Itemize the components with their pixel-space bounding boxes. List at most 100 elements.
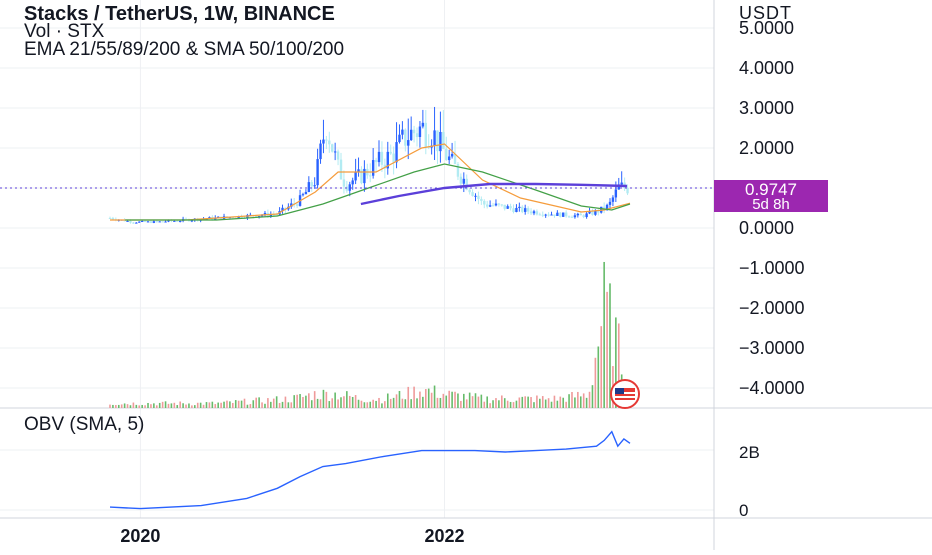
- candle-body-99: [398, 134, 401, 143]
- candle-body-161: [579, 213, 582, 216]
- candle-body-157: [567, 216, 571, 218]
- last-price-value: 0.9747: [745, 180, 797, 199]
- candle-body-67: [304, 191, 308, 195]
- indicators-legend[interactable]: EMA 21/55/89/200 & SMA 50/100/200: [24, 39, 345, 60]
- volume-bar-159: [574, 397, 576, 408]
- volume-bar-79: [340, 397, 342, 408]
- volume-bar-73: [322, 389, 325, 408]
- volume-bar-82: [348, 395, 351, 408]
- candle-body-7: [129, 220, 132, 223]
- candle-body-71: [316, 159, 319, 186]
- volume-bar-87: [363, 402, 366, 408]
- volume-bar-51: [258, 397, 260, 408]
- price-tick-label-1: 4.0000: [739, 58, 794, 78]
- volume-bar-161: [579, 396, 582, 408]
- candle-body-104: [412, 129, 416, 134]
- candle-body-177: [626, 188, 629, 194]
- candle-body-106: [418, 126, 422, 137]
- volume-bar-146: [536, 395, 538, 408]
- volume-bar-149: [544, 399, 547, 408]
- volume-bar-136: [506, 400, 509, 408]
- candle-body-141: [521, 206, 524, 212]
- volume-bar-145: [533, 402, 535, 408]
- candle-body-114: [442, 131, 445, 149]
- candle-body-78: [336, 151, 340, 160]
- candle-body-138: [512, 208, 515, 213]
- candle-body-53: [263, 212, 267, 216]
- volume-bar-53: [264, 403, 266, 408]
- volume-bar-71: [316, 398, 319, 408]
- ma-line-ema-55: [125, 163, 631, 221]
- volume-bar-126: [477, 396, 480, 408]
- volume-bar-102: [407, 386, 410, 408]
- price-tick-label-7: −3.0000: [739, 338, 805, 358]
- candle-body-142: [524, 208, 527, 212]
- volume-bar-100: [401, 398, 404, 408]
- volume-bar-29: [193, 405, 196, 408]
- price-axis-unit[interactable]: USDT: [739, 3, 792, 23]
- candle-body-86: [360, 169, 363, 184]
- volume-bar-22: [173, 402, 176, 408]
- us-flag-icon[interactable]: [610, 379, 640, 409]
- volume-bar-112: [436, 397, 439, 408]
- candle-body-136: [506, 206, 509, 209]
- candle-body-33: [205, 218, 208, 220]
- volume-bar-162: [582, 393, 585, 408]
- volume-bar-24: [179, 401, 181, 408]
- candle-body-111: [433, 130, 436, 146]
- candle-body-137: [509, 206, 512, 209]
- chart-title[interactable]: Stacks / TetherUS, 1W, BINANCE: [24, 3, 335, 25]
- volume-bar-153: [556, 400, 559, 408]
- volume-bar-3: [117, 404, 120, 408]
- volume-bar-116: [448, 390, 450, 408]
- volume-bar-124: [471, 396, 474, 408]
- candle-body-79: [339, 159, 343, 180]
- candle-body-156: [564, 212, 568, 217]
- volume-bar-15: [153, 403, 155, 408]
- volume-bar-6: [126, 404, 129, 408]
- volume-bar-141: [521, 396, 524, 408]
- volume-bar-40: [226, 400, 228, 408]
- candle-body-132: [494, 203, 498, 206]
- candle-body-133: [497, 203, 501, 205]
- volume-bar-151: [550, 401, 553, 408]
- time-tick-label-0: 2020: [120, 526, 160, 546]
- volume-bar-44: [237, 400, 240, 408]
- candle-body-153: [556, 212, 559, 216]
- volume-bar-58: [278, 402, 281, 408]
- candle-body-70: [313, 185, 316, 187]
- obv-axis-ticks: 2B 0: [739, 443, 760, 520]
- volume-bar-50: [255, 397, 257, 408]
- volume-bar-101: [404, 399, 407, 408]
- candle-body-166: [594, 210, 597, 215]
- candle-body-151: [550, 214, 553, 216]
- candle-body-52: [260, 215, 264, 217]
- volume-bar-56: [272, 398, 275, 408]
- candle-body-127: [480, 199, 483, 201]
- volume-bar-23: [176, 405, 179, 408]
- candle-body-134: [500, 204, 504, 206]
- volume-bar-85: [357, 399, 360, 408]
- volume-bar-157: [568, 394, 570, 408]
- volume-bar-4: [120, 404, 123, 408]
- volume-bar-5: [123, 403, 126, 408]
- volume-bar-20: [167, 403, 170, 408]
- candle-body-155: [562, 212, 565, 217]
- volume-bar-164: [588, 391, 591, 408]
- volume-bar-49: [252, 400, 255, 408]
- volume-legend[interactable]: Vol · STX: [24, 21, 105, 42]
- obv-legend[interactable]: OBV (SMA, 5): [24, 414, 145, 435]
- candle-body-87: [363, 168, 366, 184]
- volume-bar-155: [562, 397, 565, 408]
- candle-body-162: [582, 215, 585, 218]
- candle-body-119: [456, 164, 460, 177]
- candle-body-101: [404, 129, 407, 146]
- volume-bar-54: [267, 398, 269, 408]
- volume-bar-103: [410, 399, 412, 408]
- volume-bar-25: [182, 403, 184, 408]
- last-price-tag: 0.9747 5d 8h: [714, 180, 828, 212]
- volume-bar-72: [319, 399, 322, 408]
- volume-bar-16: [155, 405, 158, 408]
- volume-bar-111: [433, 385, 436, 408]
